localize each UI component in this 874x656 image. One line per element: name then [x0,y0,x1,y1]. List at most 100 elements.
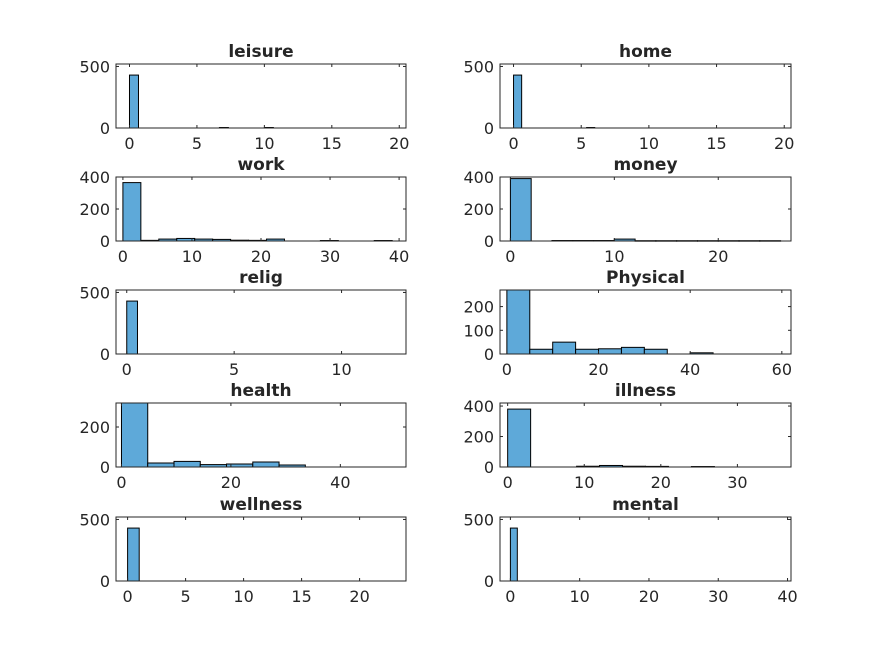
x-tick-label: 5 [181,587,191,606]
x-tick-label: 10 [331,360,351,379]
y-tick-label: 0 [484,345,494,364]
y-tick-label: 400 [79,168,110,187]
subplot-title: health [230,381,291,401]
axes-box [499,289,792,355]
x-tick-label: 0 [508,134,518,153]
histogram-bar [509,527,518,582]
histogram-bar [127,527,140,582]
subplot-title: relig [239,268,283,288]
histogram-bar [122,182,142,242]
axes-box [115,289,407,355]
histogram-bar [620,346,645,355]
x-tick-label: 60 [772,360,792,379]
y-tick-label: 500 [463,57,494,76]
subplot-home: 0 5 10 15 20 0 500 home [463,42,794,153]
subplot-title: work [237,155,285,175]
axes-box [115,63,407,129]
y-tick-label: 400 [463,168,494,187]
axes-box [115,516,407,582]
y-tick-label: 100 [463,321,494,340]
histogram-bar [506,289,531,355]
x-tick-label: 40 [389,247,409,266]
axes-box [499,176,792,242]
histogram-bar [513,74,523,129]
y-tick-label: 0 [484,232,494,251]
y-tick-label: 500 [79,283,110,302]
y-tick-label: 200 [463,200,494,219]
y-tick-label: 0 [100,119,110,138]
x-tick-label: 10 [574,473,594,492]
subplot-health: 0 20 40 0 200 health [79,381,407,492]
y-tick-label: 500 [79,57,110,76]
x-tick-label: 10 [182,247,202,266]
axes-box [115,176,407,242]
subplot-mental: 0 10 20 30 40 0 500 mental [463,495,797,606]
axes-box [499,63,792,129]
y-tick-label: 200 [463,298,494,317]
subplot-leisure: 0 5 10 15 20 0 500 leisure [79,42,409,153]
subplot-title: mental [612,495,679,515]
y-tick-label: 500 [79,510,110,529]
x-tick-label: 0 [502,360,512,379]
x-tick-label: 0 [123,587,133,606]
histogram-bar [509,178,532,242]
x-tick-label: 10 [604,247,624,266]
x-tick-label: 10 [233,587,253,606]
x-tick-label: 30 [320,247,340,266]
histogram-bar [552,341,577,355]
x-tick-label: 20 [221,473,241,492]
subplot-title: illness [615,381,676,401]
histogram-bar [252,461,280,468]
subplot-title: Physical [606,268,685,288]
x-tick-label: 0 [122,360,132,379]
y-tick-label: 0 [100,458,110,477]
x-tick-label: 5 [576,134,586,153]
x-tick-label: 20 [251,247,271,266]
x-tick-label: 40 [330,473,350,492]
x-tick-label: 30 [708,587,728,606]
x-tick-label: 15 [291,587,311,606]
x-tick-label: 0 [116,473,126,492]
subplot-wellness: 0 5 10 15 20 0 500 wellness [79,495,407,606]
x-tick-label: 20 [588,360,608,379]
y-tick-label: 500 [463,510,494,529]
y-tick-label: 0 [100,572,110,591]
histogram-bar [173,460,201,468]
subplot-title: home [619,42,672,62]
histogram-bar [643,348,668,355]
axes-box [499,516,792,582]
x-tick-label: 5 [192,134,202,153]
y-tick-label: 0 [100,345,110,364]
x-tick-label: 0 [505,587,515,606]
x-tick-label: 20 [389,134,409,153]
x-tick-label: 20 [639,587,659,606]
x-tick-label: 20 [774,134,794,153]
x-tick-label: 0 [503,473,513,492]
subplot-title: wellness [220,495,303,515]
y-tick-label: 0 [100,232,110,251]
histogram-bar [598,348,622,355]
y-tick-label: 400 [463,397,494,416]
subplot-title: leisure [228,42,293,62]
x-tick-label: 30 [727,473,747,492]
histogram-bar [126,300,138,355]
y-tick-label: 200 [79,418,110,437]
subplot-physical: 0 20 40 60 0 100 200 Physical [463,268,792,379]
histogram-bar [575,348,600,355]
histogram-bar [128,74,139,129]
y-tick-label: 0 [484,458,494,477]
x-tick-label: 15 [706,134,726,153]
histogram-bar [147,462,175,468]
x-tick-label: 0 [505,247,515,266]
subplot-illness: 0 10 20 30 0 200 400 illness [463,381,792,492]
y-tick-label: 0 [484,119,494,138]
x-tick-label: 0 [118,247,128,266]
histogram-bar [529,348,554,355]
axes-box [499,402,792,468]
histogram-bar [507,408,532,468]
histogram-bar [120,402,149,468]
y-tick-label: 200 [463,428,494,447]
